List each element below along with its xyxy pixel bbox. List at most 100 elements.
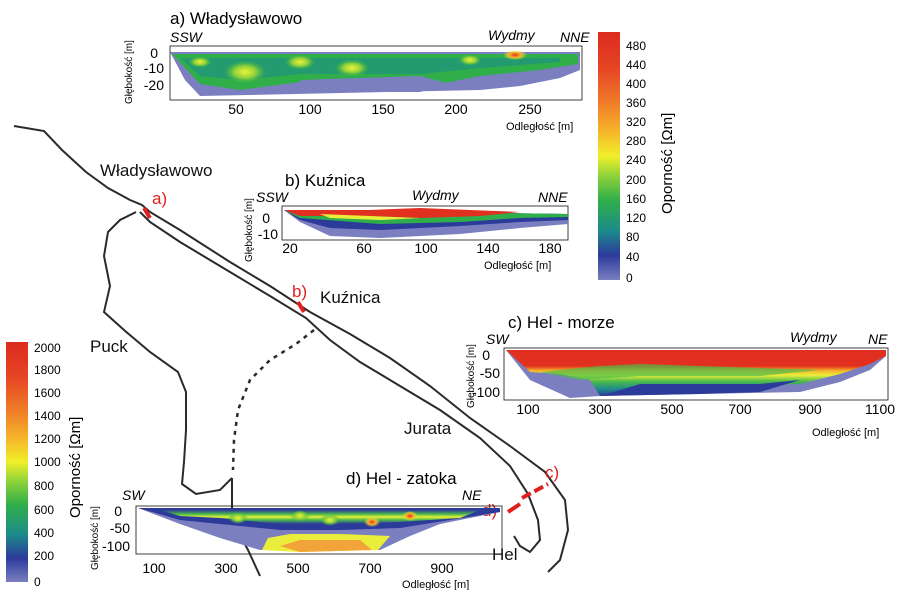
panel-d-xtick: 700 xyxy=(358,560,382,576)
panel-c: c) Hel - morze SW Wydmy NE Głębokość [m]… xyxy=(466,313,895,439)
panel-b-ytick: -10 xyxy=(258,226,278,242)
colorbar-small-tick: 480 xyxy=(626,39,646,53)
colorbar-large-tick: 2000 xyxy=(34,341,61,355)
panel-c-feature: Wydmy xyxy=(790,329,838,345)
profile-lines xyxy=(142,206,549,514)
colorbar-large: 2000 1800 1600 1400 1200 1000 800 600 40… xyxy=(6,341,84,589)
colorbar-small-label: Oporność [Ωm] xyxy=(659,113,676,214)
panel-b-xtick: 140 xyxy=(476,240,500,256)
panel-a-title: a) Władysławowo xyxy=(170,9,302,28)
colorbar-small: 480 440 400 360 320 280 240 200 160 120 … xyxy=(598,32,676,285)
panel-d-xtick: 100 xyxy=(142,560,166,576)
marker-c: c) xyxy=(545,463,559,482)
panel-c-left: SW xyxy=(486,331,510,347)
panel-a-left: SSW xyxy=(170,29,204,45)
panel-c-xtick: 1100 xyxy=(865,401,895,417)
panel-c-ylabel: Głębokość [m] xyxy=(466,344,477,408)
coastline-outer xyxy=(13,125,570,573)
colorbar-small-tick: 240 xyxy=(626,153,646,167)
panel-b-left: SSW xyxy=(256,189,290,205)
place-hel: Hel xyxy=(492,545,518,564)
panel-a-xtick: 100 xyxy=(298,101,322,117)
panel-a-xlabel: Odległość [m] xyxy=(506,121,573,133)
colorbar-large-tick: 1800 xyxy=(34,363,61,377)
panel-d-xlabel: Odległość [m] xyxy=(402,579,469,590)
panel-b-feature: Wydmy xyxy=(412,187,460,203)
panel-b-xtick: 60 xyxy=(356,240,372,256)
panel-d-title: d) Hel - zatoka xyxy=(346,469,457,488)
panel-c-xtick: 100 xyxy=(516,401,540,417)
panel-a-xtick: 250 xyxy=(518,101,542,117)
panel-c-xtick: 500 xyxy=(660,401,684,417)
panel-b: b) Kuźnica SSW Wydmy NNE Głębokość [m] 0… xyxy=(244,171,569,272)
place-jurata: Jurata xyxy=(404,419,452,438)
panel-b-right: NNE xyxy=(538,189,568,205)
panel-d-xtick: 300 xyxy=(214,560,238,576)
colorbar-small-tick: 80 xyxy=(626,230,640,244)
panel-c-xtick: 900 xyxy=(798,401,822,417)
profile-b-line xyxy=(296,300,306,314)
place-wladyslawowo: Władysławowo xyxy=(100,161,212,180)
colorbar-small-tick: 360 xyxy=(626,96,646,110)
panel-d-ytick: -100 xyxy=(102,538,130,554)
panel-b-xtick: 180 xyxy=(538,240,562,256)
panel-a-xtick: 150 xyxy=(371,101,395,117)
panel-d-right: NE xyxy=(462,487,482,503)
profile-a-line xyxy=(142,206,152,220)
colorbar-small-tick: 440 xyxy=(626,58,646,72)
panel-a-ytick: 0 xyxy=(150,45,158,61)
panel-b-title: b) Kuźnica xyxy=(285,171,366,190)
panel-d-left: SW xyxy=(122,487,146,503)
panel-a-xtick: 200 xyxy=(444,101,468,117)
colorbar-small-tick: 280 xyxy=(626,134,646,148)
colorbar-large-tick: 1400 xyxy=(34,409,61,423)
panel-c-right: NE xyxy=(868,331,888,347)
colorbar-small-tick: 0 xyxy=(626,271,633,285)
panel-a-ytick: -20 xyxy=(144,77,164,93)
panel-c-title: c) Hel - morze xyxy=(508,313,615,332)
bay-shallow-line xyxy=(231,329,315,471)
colorbar-small-tick: 200 xyxy=(626,173,646,187)
colorbar-large-tick: 600 xyxy=(34,503,54,517)
panel-b-ytick: 0 xyxy=(262,210,270,226)
profile-c-line xyxy=(521,482,549,500)
panel-d-ytick: -50 xyxy=(110,520,130,536)
panel-b-xlabel: Odległość [m] xyxy=(484,260,551,272)
place-kuznica: Kuźnica xyxy=(320,288,381,307)
panel-d-xtick: 500 xyxy=(286,560,310,576)
colorbar-large-tick: 800 xyxy=(34,479,54,493)
colorbar-large-tick: 1600 xyxy=(34,386,61,400)
panel-a-right: NNE xyxy=(560,29,590,45)
colorbar-large-tick: 400 xyxy=(34,526,54,540)
colorbar-small-tick: 400 xyxy=(626,77,646,91)
panel-a-xtick: 50 xyxy=(228,101,244,117)
panel-b-xtick: 100 xyxy=(414,240,438,256)
panel-c-xtick: 300 xyxy=(588,401,612,417)
marker-a: a) xyxy=(152,189,167,208)
colorbar-large-tick: 0 xyxy=(34,575,41,589)
colorbar-large-tick: 1000 xyxy=(34,455,61,469)
panel-d-xtick: 900 xyxy=(430,560,454,576)
panel-c-ytick: -50 xyxy=(480,365,500,381)
panel-a: a) Władysławowo SSW Wydmy NNE Głębokość … xyxy=(124,9,590,133)
panel-a-ylabel: Głębokość [m] xyxy=(124,40,135,104)
panel-d-ytick: 0 xyxy=(114,503,122,519)
panel-b-xtick: 20 xyxy=(282,240,298,256)
panel-c-xlabel: Odległość [m] xyxy=(812,427,879,439)
colorbar-small-tick: 40 xyxy=(626,250,640,264)
colorbar-large-tick: 1200 xyxy=(34,432,61,446)
panel-c-ytick: -100 xyxy=(472,384,500,400)
marker-b: b) xyxy=(292,282,307,301)
colorbar-large-tick: 200 xyxy=(34,549,54,563)
panel-c-xtick: 700 xyxy=(728,401,752,417)
colorbar-large-label: Oporność [Ωm] xyxy=(67,417,84,518)
panel-b-ylabel: Głębokość [m] xyxy=(244,198,255,262)
panel-c-ytick: 0 xyxy=(482,347,490,363)
hel-peninsula-map xyxy=(13,125,570,577)
coastline-inner xyxy=(139,211,542,554)
colorbar-small-tick: 120 xyxy=(626,211,646,225)
panel-a-feature: Wydmy xyxy=(488,27,536,43)
colorbar-small-tick: 320 xyxy=(626,115,646,129)
colorbar-small-tick: 160 xyxy=(626,192,646,206)
